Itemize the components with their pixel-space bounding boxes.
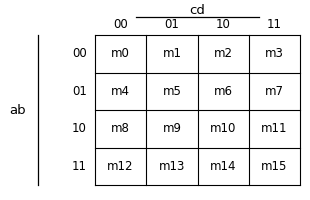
Text: 00: 00: [113, 19, 128, 31]
Text: m0: m0: [111, 47, 130, 60]
Text: m2: m2: [214, 47, 232, 60]
Text: 01: 01: [164, 19, 179, 31]
Text: m15: m15: [261, 160, 288, 173]
Text: m12: m12: [107, 160, 134, 173]
Text: 11: 11: [267, 19, 282, 31]
Text: m1: m1: [162, 47, 181, 60]
Text: 00: 00: [72, 47, 87, 60]
Text: m10: m10: [210, 122, 236, 135]
Text: m6: m6: [214, 85, 232, 98]
Text: m9: m9: [162, 122, 181, 135]
Text: m5: m5: [162, 85, 181, 98]
Text: m11: m11: [261, 122, 288, 135]
Text: m3: m3: [265, 47, 284, 60]
Text: m7: m7: [265, 85, 284, 98]
Text: m14: m14: [210, 160, 236, 173]
Text: 01: 01: [72, 85, 87, 98]
Text: 11: 11: [72, 160, 87, 173]
Text: ab: ab: [10, 104, 26, 116]
Text: m8: m8: [111, 122, 130, 135]
Text: m13: m13: [159, 160, 185, 173]
Text: m4: m4: [111, 85, 130, 98]
Text: 10: 10: [72, 122, 87, 135]
Text: 10: 10: [216, 19, 231, 31]
Text: cd: cd: [189, 3, 206, 17]
